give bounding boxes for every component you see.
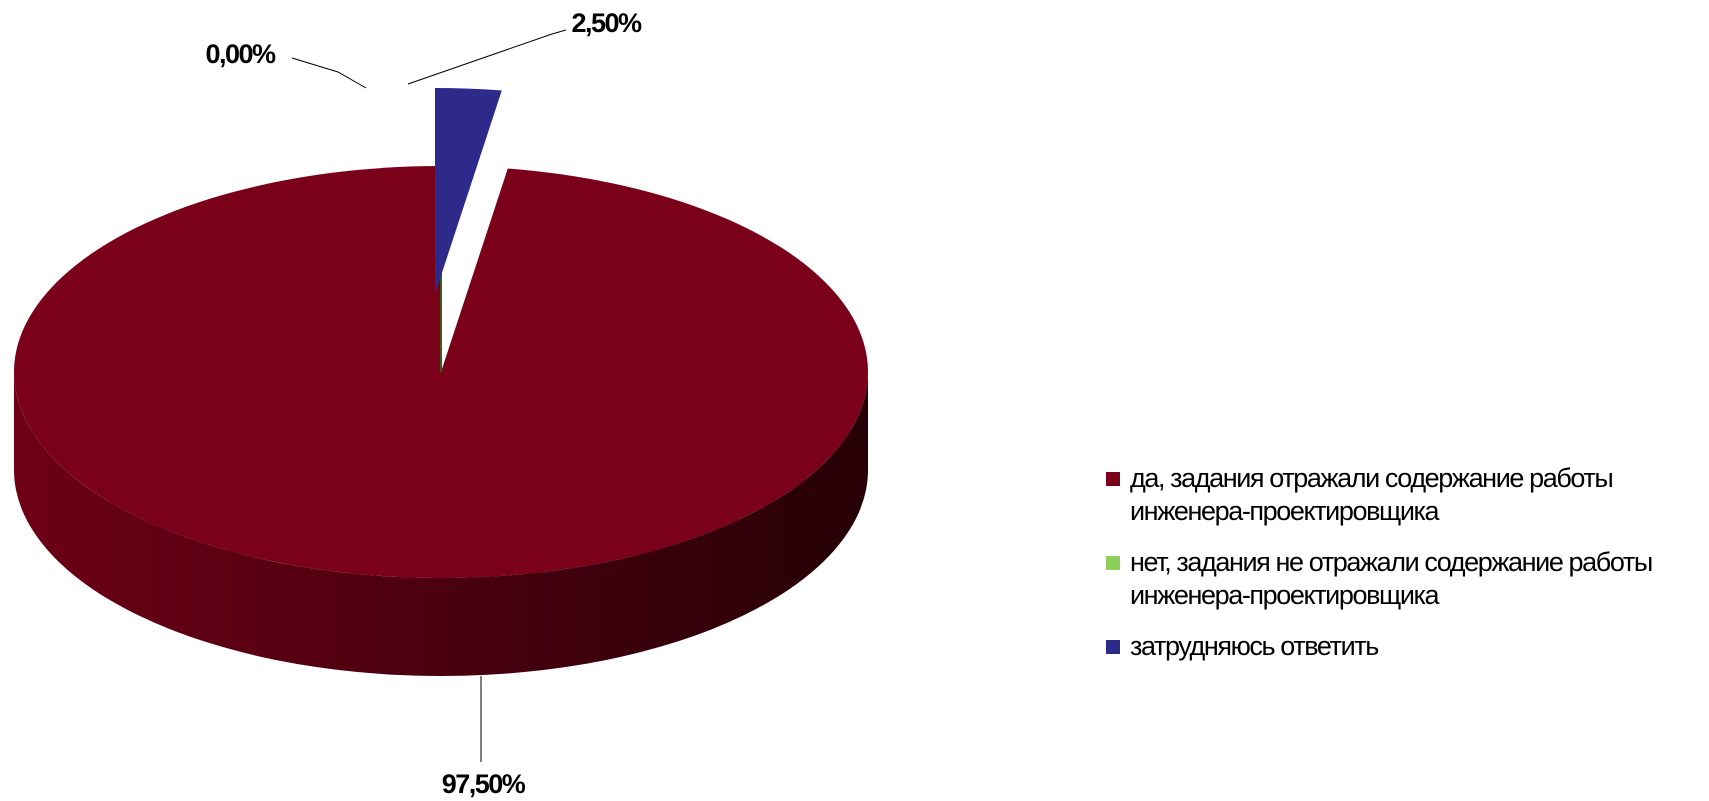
legend: да, задания отражали содержание работы и… xyxy=(1106,462,1696,681)
legend-item: затрудняюсь ответить xyxy=(1106,630,1690,663)
legend-swatch xyxy=(1106,472,1120,486)
data-label: 2,50% xyxy=(571,8,642,38)
data-label: 0,00% xyxy=(205,39,276,69)
legend-item: да, задания отражали содержание работы и… xyxy=(1106,462,1690,528)
legend-label: нет, задания не отражали содержание рабо… xyxy=(1130,547,1653,610)
data-label: 97,50% xyxy=(442,769,526,799)
leader-line xyxy=(407,29,567,85)
legend-item: нет, задания не отражали содержание рабо… xyxy=(1106,546,1690,612)
pie-slice xyxy=(435,88,502,294)
legend-swatch xyxy=(1106,640,1120,654)
legend-label: да, задания отражали содержание работы и… xyxy=(1130,463,1614,526)
legend-swatch xyxy=(1106,556,1120,570)
legend-label: затрудняюсь ответить xyxy=(1130,631,1379,661)
pie xyxy=(13,29,868,762)
slice-side xyxy=(14,372,868,676)
leader-line xyxy=(291,57,367,89)
